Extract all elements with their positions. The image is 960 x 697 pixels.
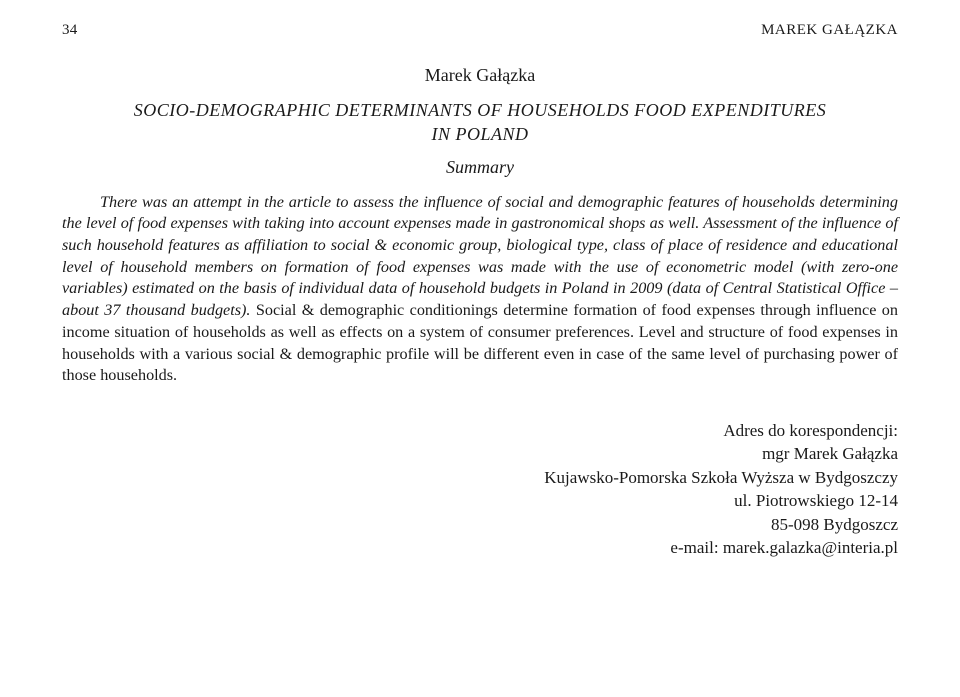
- correspondence-institution: Kujawsko-Pomorska Szkoła Wyższa w Bydgos…: [62, 466, 898, 489]
- running-head: MAREK GAŁĄZKA: [761, 22, 898, 39]
- correspondence-street: ul. Piotrowskiego 12-14: [62, 489, 898, 512]
- correspondence-postal: 85-098 Bydgoszcz: [62, 513, 898, 536]
- correspondence-label: Adres do korespondencji:: [62, 419, 898, 442]
- correspondence-block: Adres do korespondencji: mgr Marek Gałąz…: [62, 419, 898, 560]
- title-line-2: IN POLAND: [62, 122, 898, 146]
- page-header: 34 MAREK GAŁĄZKA: [62, 22, 898, 39]
- correspondence-name: mgr Marek Gałązka: [62, 442, 898, 465]
- summary-body: There was an attempt in the article to a…: [62, 192, 898, 387]
- page-number: 34: [62, 22, 77, 39]
- correspondence-email: e-mail: marek.galazka@interia.pl: [62, 536, 898, 559]
- summary-label: Summary: [62, 157, 898, 178]
- author-name: Marek Gałązka: [62, 65, 898, 86]
- article-title: SOCIO-DEMOGRAPHIC DETERMINANTS OF HOUSEH…: [62, 98, 898, 147]
- title-line-1: SOCIO-DEMOGRAPHIC DETERMINANTS OF HOUSEH…: [62, 98, 898, 122]
